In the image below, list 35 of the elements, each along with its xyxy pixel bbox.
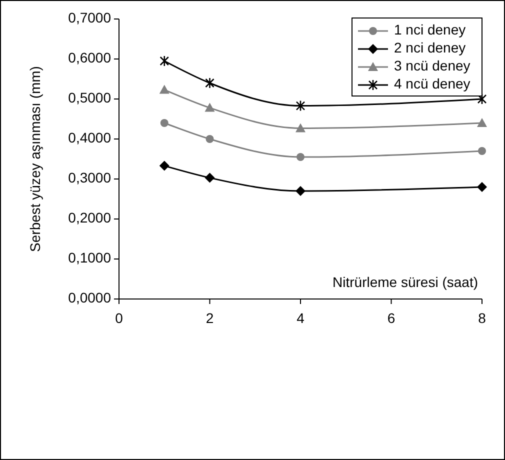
point	[478, 147, 486, 155]
x-tick-label: 0	[115, 310, 124, 326]
point	[296, 100, 306, 112]
point	[296, 153, 304, 161]
point	[477, 182, 487, 192]
point	[477, 93, 487, 105]
y-tick-label: 0,2000	[68, 210, 112, 226]
legend-label: 1 nci deney	[394, 22, 466, 38]
y-tick-label: 0,0000	[68, 290, 112, 306]
point	[205, 77, 214, 89]
point	[204, 102, 215, 112]
point	[160, 119, 168, 127]
point	[296, 123, 306, 132]
y-tick-label: 0,3000	[68, 170, 112, 186]
x-axis-title: Nitrürleme süresi (saat)	[332, 274, 478, 290]
legend-label: 3 ncü deney	[394, 58, 470, 74]
point	[477, 118, 487, 127]
x-tick-label: 4	[296, 310, 305, 326]
point	[204, 172, 215, 183]
point	[296, 186, 306, 196]
y-axis-title: Serbest yüzey aşınması (mm)	[27, 66, 43, 252]
x-tick-label: 2	[206, 310, 214, 326]
point	[159, 84, 170, 94]
point	[206, 135, 214, 143]
y-tick-label: 0,5000	[68, 90, 112, 106]
y-tick-label: 0,1000	[68, 250, 112, 266]
legend-label: 4 ncü deney	[394, 76, 470, 92]
x-tick-label: 6	[387, 310, 396, 326]
x-tick-label: 8	[478, 310, 486, 326]
y-tick-label: 0,7000	[68, 10, 112, 26]
y-tick-label: 0,4000	[68, 130, 112, 146]
point	[160, 55, 170, 67]
legend-label: 2 nci deney	[394, 40, 466, 56]
point	[159, 160, 170, 171]
y-tick-label: 0,6000	[68, 50, 112, 66]
